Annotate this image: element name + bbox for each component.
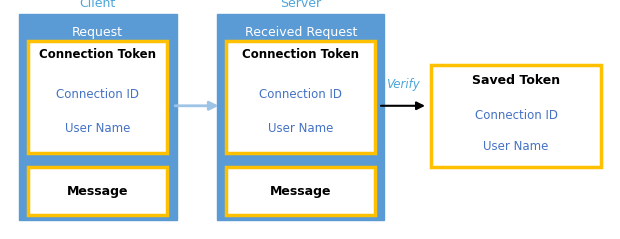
Text: User Name: User Name bbox=[268, 122, 334, 135]
Bar bbox=[226, 167, 375, 215]
Text: Received Request: Received Request bbox=[244, 26, 357, 39]
Text: Connection Token: Connection Token bbox=[242, 48, 359, 61]
Text: Server: Server bbox=[280, 0, 321, 10]
Bar bbox=[431, 65, 601, 167]
Bar bbox=[217, 14, 384, 220]
Bar bbox=[28, 41, 167, 153]
Text: Saved Token: Saved Token bbox=[472, 74, 560, 87]
Text: User Name: User Name bbox=[484, 140, 549, 153]
Text: Connection ID: Connection ID bbox=[56, 88, 139, 101]
Text: Connection Token: Connection Token bbox=[39, 48, 156, 61]
Bar bbox=[28, 167, 167, 215]
Bar bbox=[19, 14, 177, 220]
Text: Client: Client bbox=[79, 0, 116, 10]
Text: Message: Message bbox=[270, 185, 332, 198]
Text: User Name: User Name bbox=[65, 122, 130, 135]
Text: Connection ID: Connection ID bbox=[259, 88, 342, 101]
Text: Verify: Verify bbox=[386, 78, 420, 92]
Text: Message: Message bbox=[67, 185, 128, 198]
Bar bbox=[226, 41, 375, 153]
Text: Request: Request bbox=[72, 26, 123, 39]
Text: Connection ID: Connection ID bbox=[475, 109, 557, 122]
